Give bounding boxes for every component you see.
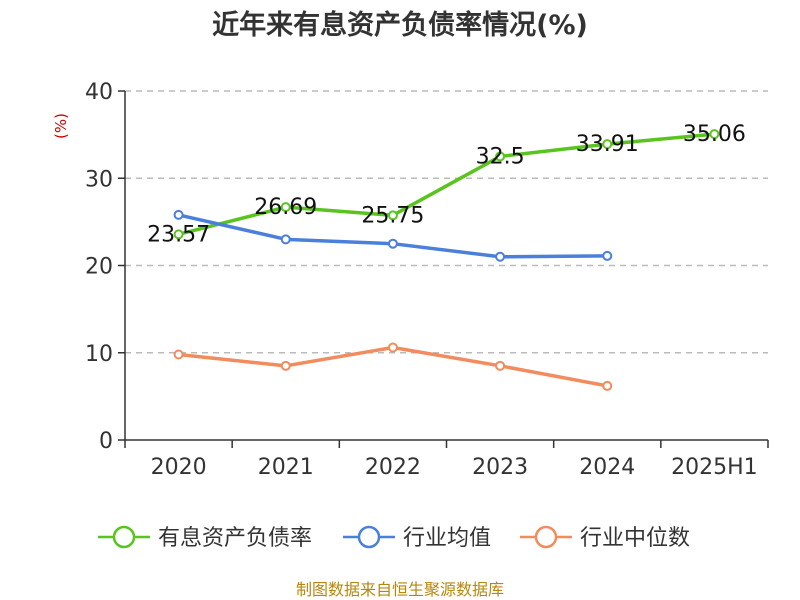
x-tick-label: 2025H1 bbox=[671, 455, 758, 480]
data-point bbox=[173, 349, 184, 360]
source-note: 制图数据来自恒生聚源数据库 bbox=[296, 580, 504, 599]
data-point bbox=[602, 139, 613, 150]
data-point bbox=[495, 151, 506, 162]
x-tick-label: 2024 bbox=[579, 455, 635, 480]
data-label: 32.5 bbox=[476, 144, 525, 169]
y-axis-label: (%) bbox=[52, 113, 70, 139]
data-point bbox=[602, 380, 613, 391]
data-point bbox=[495, 360, 506, 371]
legend-item: 行业均值 bbox=[343, 525, 491, 551]
data-point bbox=[280, 202, 291, 213]
legend-label: 行业均值 bbox=[403, 526, 491, 551]
x-tick-label: 2020 bbox=[151, 455, 207, 480]
data-point bbox=[709, 129, 720, 140]
y-tick-label: 0 bbox=[99, 429, 113, 454]
gridlines bbox=[125, 90, 768, 354]
y-tick-label: 30 bbox=[85, 167, 113, 192]
legend-item: 行业中位数 bbox=[520, 525, 690, 551]
legend-label: 行业中位数 bbox=[580, 526, 690, 551]
legend-marker-icon bbox=[357, 525, 381, 549]
data-point bbox=[173, 229, 184, 240]
x-tick-label: 2023 bbox=[472, 455, 528, 480]
data-point bbox=[387, 210, 398, 221]
axes: 0 10 20 30 40 2020 2021 2022 2023 2024 2025H1 bbox=[85, 80, 769, 480]
data-point bbox=[280, 360, 291, 371]
data-point bbox=[280, 234, 291, 245]
data-point bbox=[387, 238, 398, 249]
legend-item: 有息资产负债率 bbox=[98, 525, 312, 551]
legend-marker-icon bbox=[112, 525, 136, 549]
y-tick-label: 10 bbox=[85, 342, 113, 367]
data-labels: 23.57 26.69 25.75 32.5 33.91 35.06 bbox=[147, 122, 746, 247]
data-label: 35.06 bbox=[683, 122, 746, 147]
data-point bbox=[602, 250, 613, 261]
y-tick-label: 40 bbox=[85, 80, 113, 105]
legend-marker-icon bbox=[534, 525, 558, 549]
data-label: 26.69 bbox=[254, 195, 317, 220]
legend: 有息资产负债率 行业均值 行业中位数 bbox=[98, 525, 690, 551]
series-line bbox=[178, 132, 715, 237]
series-lines bbox=[173, 129, 720, 391]
legend-label: 有息资产负债率 bbox=[158, 526, 312, 551]
data-point bbox=[173, 209, 184, 220]
y-tick-label: 20 bbox=[85, 255, 113, 280]
data-label: 25.75 bbox=[361, 203, 424, 228]
data-label: 33.91 bbox=[576, 132, 639, 157]
data-label: 23.57 bbox=[147, 222, 210, 247]
data-point bbox=[495, 251, 506, 262]
chart-title: 近年来有息资产负债率情况(%) bbox=[212, 9, 588, 41]
x-tick-label: 2022 bbox=[365, 455, 421, 480]
data-point bbox=[387, 342, 398, 353]
x-tick-label: 2021 bbox=[258, 455, 314, 480]
